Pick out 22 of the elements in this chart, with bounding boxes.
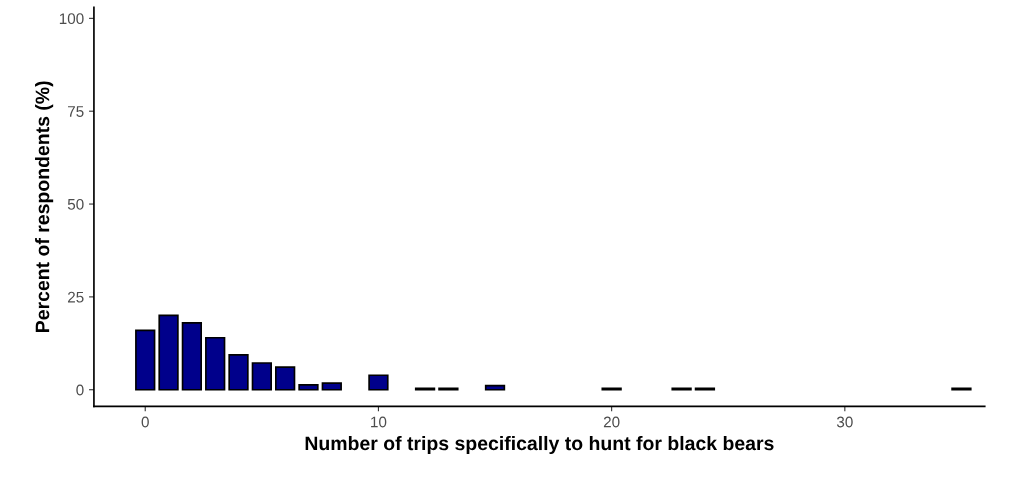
x-tick-label: 10	[371, 416, 387, 428]
bar	[368, 374, 389, 391]
bar	[484, 384, 506, 391]
bar	[274, 366, 296, 391]
y-axis-title: Percent of respondents (%)	[35, 81, 54, 332]
bar	[181, 322, 203, 391]
bar	[298, 384, 319, 391]
y-tick-label: 50	[67, 198, 84, 210]
y-tick-label: 100	[59, 13, 84, 25]
x-tick-label: 30	[836, 416, 853, 428]
x-tick-label: 20	[603, 416, 620, 428]
x-tick-label: 0	[141, 416, 149, 428]
y-tick-label: 25	[67, 291, 84, 303]
bar	[251, 362, 272, 391]
bar	[205, 336, 226, 391]
y-tick-label: 75	[68, 106, 84, 117]
bar	[158, 314, 179, 391]
y-tick-label: 0	[76, 384, 84, 396]
bar	[228, 353, 249, 391]
bar	[321, 382, 342, 391]
bar	[135, 329, 156, 391]
x-axis-title: Number of trips specifically to hunt for black bears	[305, 435, 774, 455]
